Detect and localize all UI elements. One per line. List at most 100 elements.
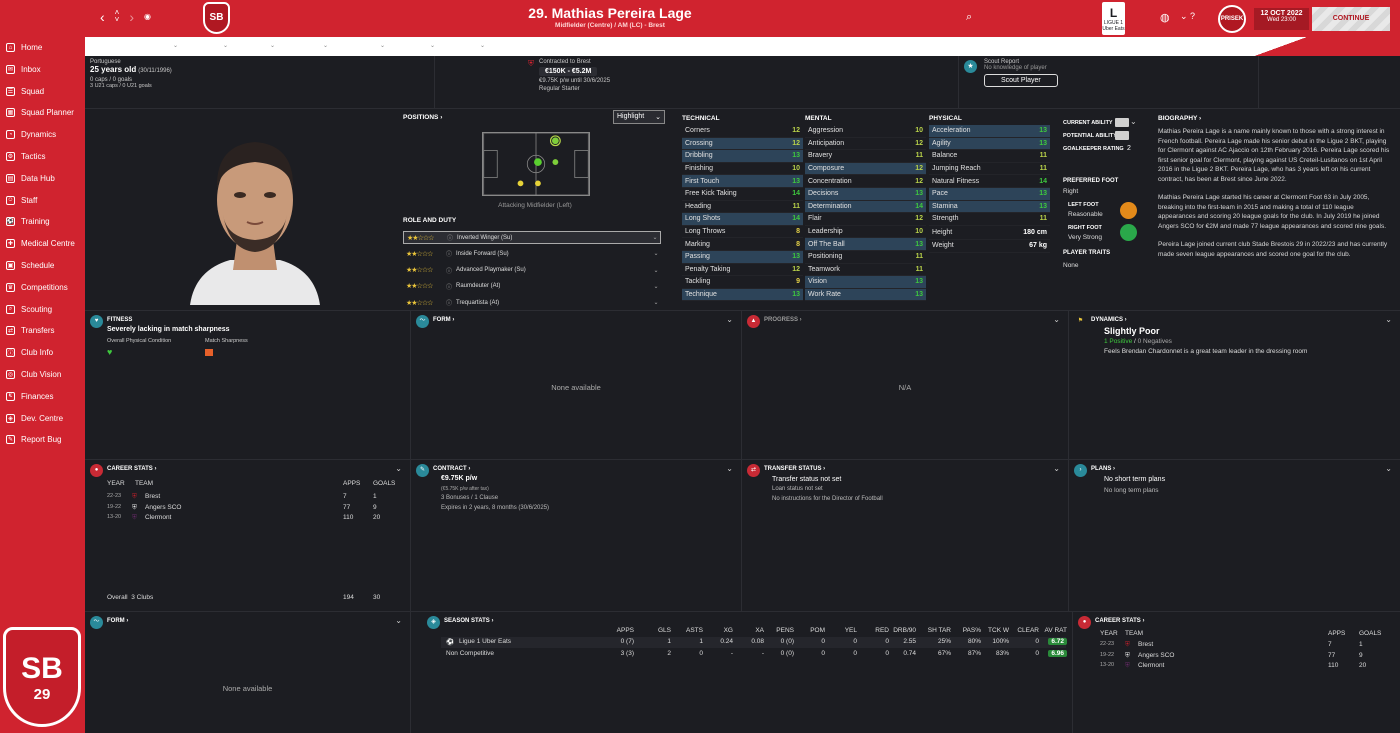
transfer-title[interactable]: TRANSFER STATUS › [764,466,826,472]
overall-goals: 30 [373,594,381,601]
career-team[interactable]: Angers SCO [1138,651,1175,659]
bookmark-icon[interactable]: ◉ [144,12,151,21]
sidebar-item-inbox[interactable]: ✉ Inbox [0,61,85,78]
form-title[interactable]: FORM › [433,317,455,323]
sidebar-item-competitions[interactable]: ♛ Competitions [0,279,85,296]
career-team[interactable]: Brest [145,493,161,500]
col-apps: APPS [1328,630,1346,637]
position-marker [534,158,542,166]
sidebar-item-staff[interactable]: ☺ Staff [0,192,85,209]
chevron-down-icon[interactable]: ⌄ [1130,117,1137,126]
page-title: 29. Mathias Pereira Lage [528,5,692,21]
league-logo[interactable]: L LIGUE 1 Uber Eats [1102,2,1125,35]
role-row[interactable]: ★★☆☆☆ ⓘ Trequartista (At) ⌄ [403,296,661,309]
season-value: 3 (3) [620,650,634,657]
biography-title[interactable]: BIOGRAPHY › [1158,115,1202,122]
nav-controls: ‹ ˄ ˅ › ◉ [100,8,151,26]
scout-player-button[interactable]: Scout Player [984,74,1058,87]
positions-title[interactable]: POSITIONS › [403,114,443,121]
career-title[interactable]: CAREER STATS › [107,466,157,472]
sidebar-item-dev-centre[interactable]: ◈ Dev. Centre [0,410,85,427]
search-icon[interactable]: ⌕ [966,11,973,23]
attribute-value: 13 [1039,190,1047,198]
manager-badge[interactable]: PRISEK [1218,5,1246,33]
season-col-header: APPS [616,627,634,634]
sidebar-item-finances[interactable]: € Finances [0,388,85,405]
career-team[interactable]: Clermont [145,514,172,521]
chevron-down-icon[interactable]: ⌄ [726,464,733,473]
attribute-name: Passing [685,253,710,261]
user-menu-icon[interactable]: ⌄ ? [1180,11,1196,21]
contract-title[interactable]: CONTRACT › [433,466,471,472]
sidebar-item-dynamics[interactable]: ◔ Dynamics [0,126,85,143]
form-title-bottom[interactable]: FORM › [107,618,129,624]
fitness-status: Severely lacking in match sharpness [107,326,230,333]
sidebar-item-transfers[interactable]: ⇄ Transfers [0,322,85,339]
career-icon: ● [1078,616,1091,629]
season-competition[interactable]: Non Competitive [446,650,495,657]
sidebar-item-club-vision[interactable]: ◎ Club Vision [0,366,85,383]
chevron-down-icon[interactable]: ⌄ [653,300,659,307]
sidebar-item-tactics[interactable]: ⚙ Tactics [0,148,85,165]
chevron-down-icon[interactable]: ⌄ [323,43,329,49]
career-team[interactable]: Brest [1138,641,1154,648]
career-team[interactable]: Angers SCO [145,503,182,511]
sidebar-item-medical-centre[interactable]: ✚ Medical Centre [0,235,85,252]
chevron-down-icon[interactable]: ⌄ [1053,464,1060,473]
role-row[interactable]: ★★☆☆☆ ⓘ Inverted Winger (Su) ⌄ [403,231,661,244]
sidebar-icon: ⚙ [6,152,15,161]
sidebar-item-schedule[interactable]: ▣ Schedule [0,257,85,274]
sidebar-item-squad-planner[interactable]: ▦ Squad Planner [0,104,85,121]
role-row[interactable]: ★★☆☆☆ ⓘ Advanced Playmaker (Su) ⌄ [403,264,661,277]
heart-icon: ♥ [90,315,103,328]
highlight-dropdown[interactable]: Highlight ⌄ [613,110,665,124]
season-stats-title[interactable]: SEASON STATS › [444,618,494,624]
sidebar-item-club-info[interactable]: ⓘ Club Info [0,344,85,361]
sidebar-item-scouting[interactable]: ⌕ Scouting [0,301,85,318]
chevron-down-icon[interactable]: ⌄ [653,267,659,274]
chevron-down-icon[interactable]: ⌄ [395,616,402,625]
dynamics-title[interactable]: DYNAMICS › [1091,317,1127,323]
page-subtitle: Midfielder (Centre) / AM (LC) - Brest [555,22,665,29]
chevron-down-icon[interactable]: ⌄ [652,235,658,241]
globe-icon[interactable]: ◍ [1160,12,1170,24]
sidebar-item-home[interactable]: ⌂ Home [0,39,85,56]
plans-title[interactable]: PLANS › [1091,466,1116,472]
back-icon[interactable]: ‹ [100,9,105,25]
chevron-down-icon[interactable]: ⌄ [430,43,436,49]
role-row[interactable]: ★★☆☆☆ ⓘ Inside Forward (Su) ⌄ [403,247,661,260]
career-team[interactable]: Clermont [1138,662,1165,669]
contract-icon: ✎ [416,464,429,477]
sidebar-item-report-bug[interactable]: ✎ Report Bug [0,431,85,448]
gk-rating-value: 2 [1127,145,1131,152]
up-down-icon[interactable]: ˄ ˅ [114,8,120,24]
attribute-value: 13 [792,152,800,160]
chevron-down-icon[interactable]: ⌄ [1385,464,1392,473]
chevron-down-icon[interactable]: ⌄ [380,43,386,49]
chevron-down-icon[interactable]: ⌄ [653,251,659,258]
role-row[interactable]: ★★☆☆☆ ⓘ Raumdeuter (At) ⌄ [403,280,661,293]
chevron-down-icon[interactable]: ⌄ [223,43,229,49]
forward-icon[interactable]: › [129,9,135,25]
season-col-header: POM [810,627,825,634]
sidebar-item-training[interactable]: ⚽ Training [0,213,85,230]
club-crest-small[interactable]: SB [203,2,230,34]
sidebar-item-data-hub[interactable]: ▤ Data Hub [0,170,85,187]
attribute-name: Free Kick Taking [685,190,737,198]
sidebar-item-squad[interactable]: ☰ Squad [0,83,85,100]
u21-caps: 3 U21 caps / 0 U21 goals [90,83,152,89]
season-value: 0.74 [903,650,916,657]
progress-title[interactable]: PROGRESS › [764,317,802,323]
chevron-down-icon[interactable]: ⌄ [395,464,402,473]
season-competition[interactable]: Ligue 1 Uber Eats [459,638,512,645]
chevron-down-icon[interactable]: ⌄ [1385,315,1392,324]
career-title-small[interactable]: CAREER STATS › [1095,618,1145,624]
continue-button[interactable]: CONTINUE [1312,7,1390,31]
chevron-down-icon[interactable]: ⌄ [270,43,276,49]
chevron-down-icon[interactable]: ⌄ [653,283,659,290]
attribute-row: Bravery 11 [805,150,926,163]
chevron-down-icon[interactable]: ⌄ [726,315,733,324]
chevron-down-icon[interactable]: ⌄ [480,43,486,49]
chevron-down-icon[interactable]: ⌄ [173,43,179,49]
chevron-down-icon[interactable]: ⌄ [1053,315,1060,324]
